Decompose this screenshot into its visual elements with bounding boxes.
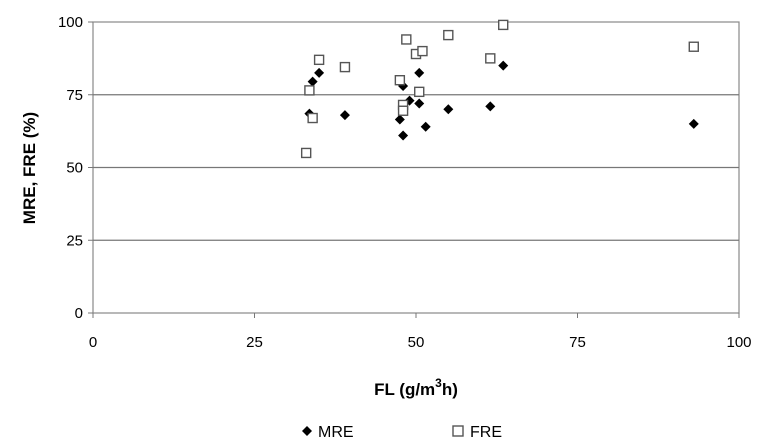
point-fre [339,61,351,73]
point-fre [401,34,412,45]
point-fre [394,74,406,86]
y-axis-title: MRE, FRE (%) [20,112,39,224]
point-mre [394,114,405,125]
point-mre [498,60,509,71]
y-tick-label: 100 [58,14,83,31]
y-tick-label: 25 [66,232,83,249]
legend-label-mre: MRE [318,424,354,441]
point-fre [688,41,699,52]
x-tick-label: 50 [408,334,425,351]
point-mre [414,98,425,109]
point-mre [307,76,318,87]
point-fre [300,147,312,159]
point-mre [414,67,425,78]
x-axis-ticks: 0 25 50 75 100 [89,313,752,351]
point-mre [314,67,325,78]
legend-marker-mre [302,426,312,436]
point-fre [397,105,409,116]
x-tick-label: 25 [246,334,263,351]
legend-label-fre: FRE [470,424,502,441]
y-tick-label: 0 [75,305,83,322]
point-fre [443,29,454,41]
point-fre [485,53,496,64]
point-fre [304,85,315,96]
point-mre [443,104,454,115]
point-fre [417,45,428,57]
y-axis-ticks: 0 25 50 75 100 [58,14,93,322]
point-fre [414,86,425,98]
y-tick-label: 50 [66,160,83,177]
x-tick-label: 75 [569,334,586,351]
point-mre [420,121,431,132]
x-tick-label: 100 [726,334,751,351]
legend-marker-fre [452,425,464,437]
point-fre [498,19,509,31]
legend: MRE FRE [302,424,502,441]
point-fre [313,54,325,66]
data-points [300,19,699,159]
x-tick-label: 0 [89,334,97,351]
point-mre [485,101,496,112]
point-mre [688,118,699,129]
x-axis-title: FL (g/m3h) [374,376,458,399]
point-mre [398,130,409,141]
point-fre [307,112,318,124]
y-tick-label: 75 [66,87,83,104]
point-mre [339,110,350,121]
